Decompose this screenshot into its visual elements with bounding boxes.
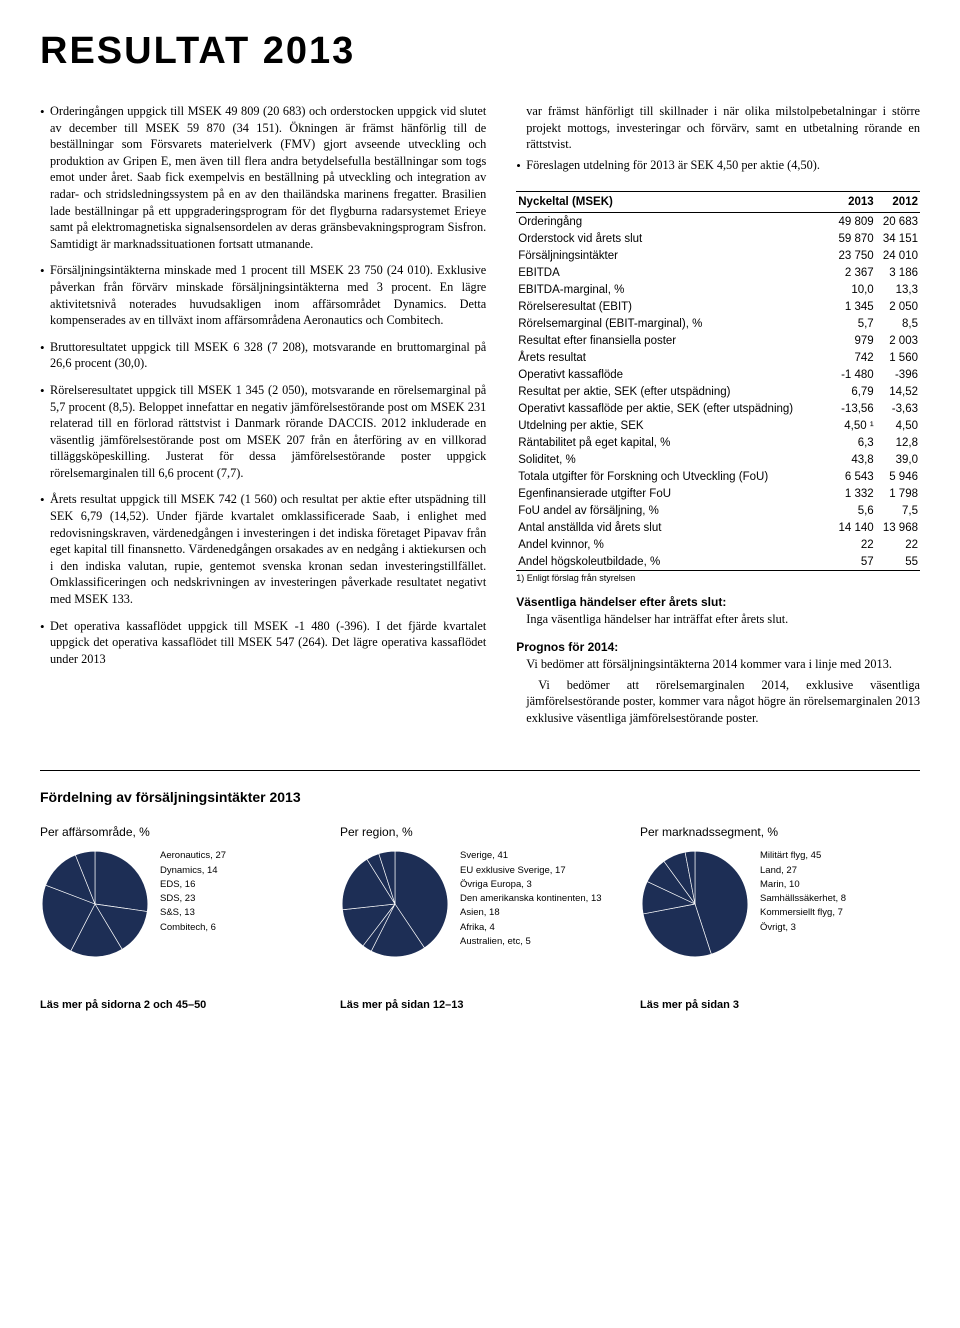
legend-item: Militärt flyg, 45	[760, 849, 846, 863]
main-columns: Orderingången uppgick till MSEK 49 809 (…	[40, 103, 920, 730]
legend-item: Dynamics, 14	[160, 864, 226, 878]
kpi-table: Nyckeltal (MSEK) 2013 2012 Orderingång49…	[516, 191, 920, 571]
legend-item: Marin, 10	[760, 878, 846, 892]
left-bullet-list: Orderingången uppgick till MSEK 49 809 (…	[40, 103, 486, 667]
table-row: Operativt kassaflöde-1 480-396	[516, 366, 920, 383]
chart-legend: Aeronautics, 27Dynamics, 14EDS, 16SDS, 2…	[160, 849, 226, 935]
table-row: EBITDA-marginal, %10,013,3	[516, 281, 920, 298]
table-row: Räntabilitet på eget kapital, %6,312,8	[516, 434, 920, 451]
pie-chart	[640, 849, 750, 959]
continuation-text: var främst hänförligt till skillnader i …	[516, 103, 920, 153]
legend-item: SDS, 23	[160, 892, 226, 906]
table-row: Egenfinansierade utgifter FoU1 3321 798	[516, 485, 920, 502]
charts-title: Fördelning av försäljningsintäkter 2013	[40, 789, 920, 805]
legend-item: Den amerikanska kontinenten, 13	[460, 892, 602, 906]
chart-legend: Militärt flyg, 45Land, 27Marin, 10Samhäl…	[760, 849, 846, 935]
legend-item: Kommersiellt flyg, 7	[760, 906, 846, 920]
legend-item: Afrika, 4	[460, 921, 602, 935]
legend-item: Australien, etc, 5	[460, 935, 602, 949]
chart-block: Per marknadssegment, % Militärt flyg, 45L…	[640, 825, 920, 959]
chart-block: Per affärsområde, % Aeronautics, 27Dynami…	[40, 825, 320, 959]
table-row: Rörelsemarginal (EBIT-marginal), %5,78,5	[516, 315, 920, 332]
table-row: Resultat efter finansiella poster9792 00…	[516, 332, 920, 349]
footer-link: Läs mer på sidorna 2 och 45–50	[40, 999, 320, 1011]
table-row: Orderstock vid årets slut59 87034 151	[516, 230, 920, 247]
kpi-footnote: 1) Enligt förslag från styrelsen	[516, 573, 920, 583]
bullet-item: Orderingången uppgick till MSEK 49 809 (…	[40, 103, 486, 252]
right-bullet-list: Föreslagen utdelning för 2013 är SEK 4,5…	[516, 157, 920, 174]
legend-item: Aeronautics, 27	[160, 849, 226, 863]
bullet-item: Föreslagen utdelning för 2013 är SEK 4,5…	[516, 157, 920, 174]
events-heading-2: Prognos för 2014:	[516, 640, 920, 654]
legend-item: S&S, 13	[160, 906, 226, 920]
chart-label: Per affärsområde, %	[40, 825, 320, 839]
charts-row: Per affärsområde, % Aeronautics, 27Dynami…	[40, 825, 920, 959]
kpi-header-label: Nyckeltal (MSEK)	[516, 192, 831, 213]
legend-item: EDS, 16	[160, 878, 226, 892]
table-row: Totala utgifter för Forskning och Utveck…	[516, 468, 920, 485]
bullet-item: Försäljningsintäkterna minskade med 1 pr…	[40, 262, 486, 328]
chart-block: Per region, % Sverige, 41EU exklusive Sve…	[340, 825, 620, 959]
section-divider	[40, 770, 920, 771]
chart-legend: Sverige, 41EU exklusive Sverige, 17Övrig…	[460, 849, 602, 949]
table-row: Rörelseresultat (EBIT)1 3452 050	[516, 298, 920, 315]
table-row: Soliditet, %43,839,0	[516, 451, 920, 468]
legend-item: EU exklusive Sverige, 17	[460, 864, 602, 878]
bullet-item: Rörelseresultatet uppgick till MSEK 1 34…	[40, 382, 486, 482]
bullet-item: Bruttoresultatet uppgick till MSEK 6 328…	[40, 339, 486, 372]
pie-chart	[40, 849, 150, 959]
chart-label: Per marknadssegment, %	[640, 825, 920, 839]
table-row: Utdelning per aktie, SEK4,50 ¹4,50	[516, 417, 920, 434]
kpi-header-2013: 2013	[831, 192, 875, 213]
events-text-3: Vi bedömer att rörelsemarginalen 2014, e…	[516, 677, 920, 727]
right-column: var främst hänförligt till skillnader i …	[516, 103, 920, 730]
table-row: Operativt kassaflöde per aktie, SEK (eft…	[516, 400, 920, 417]
left-column: Orderingången uppgick till MSEK 49 809 (…	[40, 103, 486, 730]
kpi-header-2012: 2012	[876, 192, 920, 213]
legend-item: Övriga Europa, 3	[460, 878, 602, 892]
events-heading-1: Väsentliga händelser efter årets slut:	[516, 595, 920, 609]
events-text-1: Inga väsentliga händelser har inträffat …	[516, 611, 920, 628]
legend-item: Land, 27	[760, 864, 846, 878]
table-row: EBITDA2 3673 186	[516, 264, 920, 281]
footer-link: Läs mer på sidan 12–13	[340, 999, 620, 1011]
bullet-item: Det operativa kassaflödet uppgick till M…	[40, 618, 486, 668]
table-row: Antal anställda vid årets slut14 14013 9…	[516, 519, 920, 536]
footer-links: Läs mer på sidorna 2 och 45–50 Läs mer på…	[40, 999, 920, 1011]
table-row: Årets resultat7421 560	[516, 349, 920, 366]
legend-item: Samhällssäkerhet, 8	[760, 892, 846, 906]
events-text-2: Vi bedömer att försäljningsintäkterna 20…	[516, 656, 920, 673]
legend-item: Övrigt, 3	[760, 921, 846, 935]
legend-item: Sverige, 41	[460, 849, 602, 863]
bullet-item: Årets resultat uppgick till MSEK 742 (1 …	[40, 491, 486, 607]
table-row: Andel kvinnor, %2222	[516, 536, 920, 553]
table-row: FoU andel av försäljning, %5,67,5	[516, 502, 920, 519]
pie-chart	[340, 849, 450, 959]
page-title: RESULTAT 2013	[40, 30, 920, 73]
chart-label: Per region, %	[340, 825, 620, 839]
footer-link: Läs mer på sidan 3	[640, 999, 920, 1011]
legend-item: Asien, 18	[460, 906, 602, 920]
legend-item: Combitech, 6	[160, 921, 226, 935]
table-row: Andel högskoleutbildade, %5755	[516, 553, 920, 571]
table-row: Orderingång49 80920 683	[516, 213, 920, 231]
table-row: Resultat per aktie, SEK (efter utspädnin…	[516, 383, 920, 400]
table-row: Försäljningsintäkter23 75024 010	[516, 247, 920, 264]
